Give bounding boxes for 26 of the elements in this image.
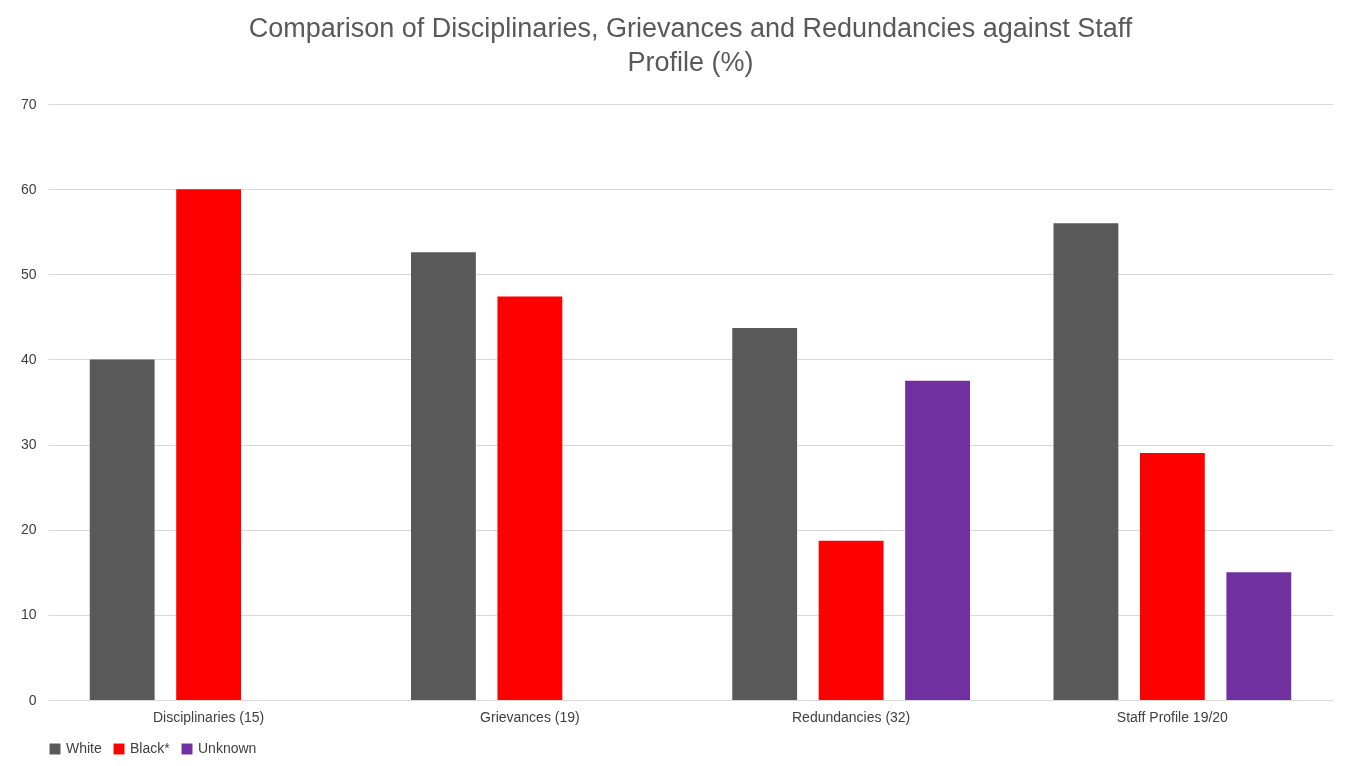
y-tick-label: 0 [28, 691, 37, 708]
chart-title: Comparison of Disciplinaries, Grievances and Redundancies against Staff Profile (%) [248, 13, 1133, 77]
bar [497, 296, 563, 700]
y-tick-label: 10 [20, 606, 37, 623]
y-tick-label: 50 [20, 265, 37, 282]
bar [1053, 223, 1119, 700]
y-tick-label: 30 [20, 436, 37, 453]
bar [905, 380, 970, 700]
x-tick-label: Disciplinaries (15) [152, 708, 265, 725]
bar [1226, 572, 1292, 700]
bar [89, 359, 155, 700]
bar [1139, 453, 1205, 700]
x-tick-label: Grievances (19) [480, 708, 580, 725]
y-tick-label: 20 [20, 521, 37, 538]
bar [732, 327, 798, 700]
bar [176, 189, 242, 700]
y-tick-label: 60 [20, 180, 37, 197]
y-tick-label: 40 [20, 350, 37, 367]
legend-label: White [66, 740, 102, 756]
bar [411, 252, 476, 700]
x-tick-label: Redundancies (32) [791, 708, 911, 725]
legend-label: Unknown [198, 740, 257, 756]
x-tick-label: Staff Profile 19/20 [1116, 708, 1229, 725]
y-tick-label: 70 [20, 95, 37, 112]
bar [818, 540, 884, 700]
legend-label: Black* [130, 740, 171, 756]
